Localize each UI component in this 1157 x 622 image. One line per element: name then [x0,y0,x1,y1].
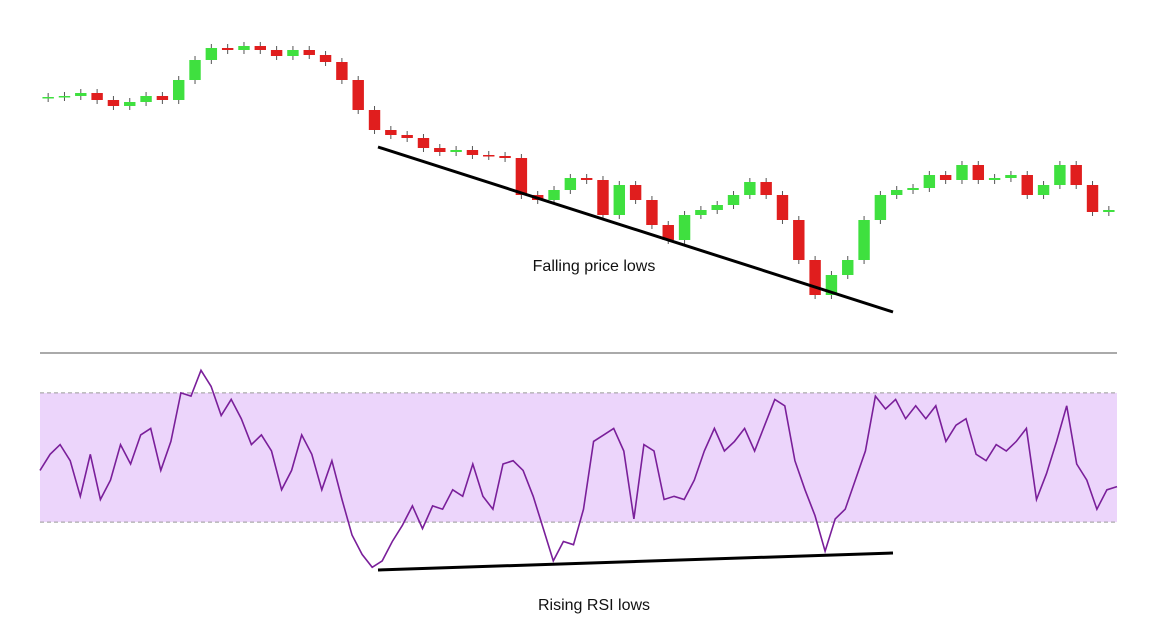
candle-body [548,190,560,200]
candle-body [270,50,283,56]
candle-body [368,110,381,130]
annotation: Falling price lows [533,258,656,275]
candle-body [1103,210,1115,212]
candle-body [842,260,854,275]
candle-body [939,175,952,180]
candle-body [564,178,577,190]
candle-body [1086,185,1099,212]
candle-body [1054,165,1066,185]
price-trendline [377,145,894,314]
candle-body [858,220,870,260]
candle-body [319,55,332,62]
candle-body [727,195,740,205]
candle-body [434,148,446,152]
candle-body [42,97,54,99]
candle-body [744,182,756,195]
candle-body [75,93,87,96]
candle-body [678,215,691,240]
candle-body [1037,185,1050,195]
candle-body [646,200,658,225]
candle-body [988,178,1001,180]
candle-body [825,275,838,295]
candle-body [515,158,528,195]
candle-body [711,205,723,210]
candle-body [923,175,936,188]
rsi-line [39,368,1118,569]
candle-body [629,185,642,200]
candle-body [1005,175,1017,178]
candle-body [1021,175,1033,195]
candle-body [221,48,234,50]
candle-body [287,50,299,56]
candle-body [972,165,985,180]
candle-body [238,46,250,50]
candle-body [189,60,201,80]
candle-body [140,96,152,102]
candle-body [890,190,903,195]
candle-body [956,165,968,180]
candle-body [385,130,397,135]
candle-body [107,100,120,106]
candle-body [907,188,919,190]
candle-body [597,180,609,215]
candle-body [58,96,71,98]
candle-body [417,138,430,148]
candle-body [336,62,348,80]
candle-body [1070,165,1082,185]
candle-body [662,225,674,240]
candle-body [254,46,267,50]
candle-body [793,220,805,260]
candle-body [760,182,772,195]
candle-body [483,155,495,157]
candle-body [466,150,479,155]
candle-body [303,50,315,55]
candle-body [124,102,136,106]
candle-body [450,150,462,152]
candle-body [613,185,626,215]
candle-body [401,135,413,138]
candle-body [695,210,707,215]
candle-body [352,80,364,110]
candle-body [874,195,887,220]
rsi-trendline [377,551,894,572]
candle-body [156,96,169,100]
candle-body [809,260,821,295]
candle-body [172,80,185,100]
rsi-band [40,392,1117,523]
annotation: Rising RSI lows [538,597,650,614]
candle-body [776,195,789,220]
candle-body [499,156,511,158]
candle-body [91,93,103,100]
candle-body [580,178,593,180]
candle-body [205,48,218,60]
